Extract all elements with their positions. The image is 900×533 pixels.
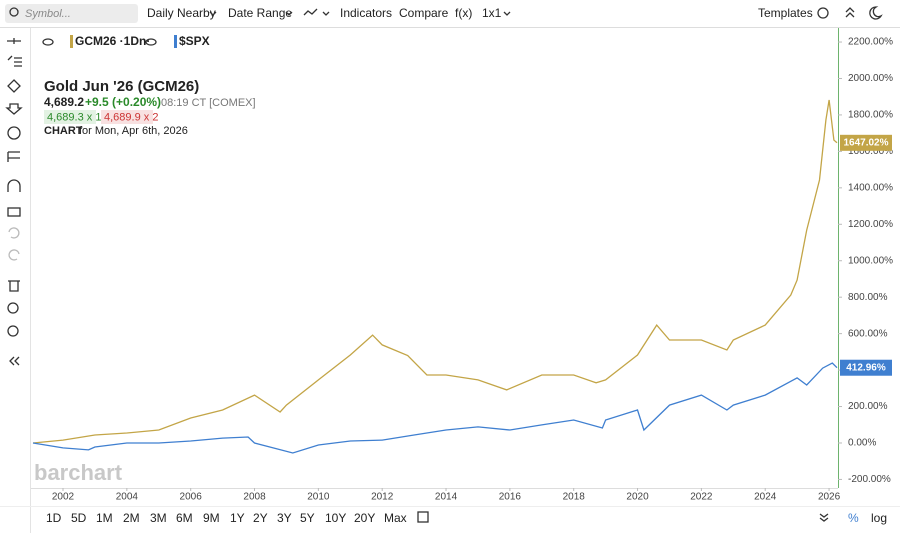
legend-swatch (70, 35, 73, 48)
y-tick-label: 800.00% (848, 292, 888, 303)
chart-date: for Mon, Apr 6th, 2026 (79, 125, 188, 137)
y-tick-label: 2200.00% (848, 37, 893, 48)
y-tick-label: 200.00% (848, 401, 888, 412)
zoom-out[interactable] (7, 325, 19, 337)
range-button[interactable]: 5D (71, 511, 87, 525)
instrument-title: Gold Jun '26 (GCM26) (44, 78, 199, 95)
range-button[interactable]: Max (384, 511, 407, 525)
chart-label: CHART (44, 125, 83, 137)
range-button[interactable]: 2M (123, 511, 140, 525)
x-tick-label: 2018 (563, 492, 586, 503)
settings-icon[interactable] (817, 7, 829, 19)
toolbar-item[interactable]: Daily Nearby (147, 6, 216, 20)
shape-tool[interactable] (7, 79, 21, 93)
expand-icon[interactable] (819, 513, 829, 522)
chart-type-icon[interactable] (303, 8, 318, 16)
ask: 4,689.9 x 2 (104, 111, 158, 123)
y-tick-label: -200.00% (848, 474, 891, 485)
eye-icon[interactable] (145, 38, 157, 46)
trend-tool[interactable] (7, 55, 22, 67)
left-toolbar (5, 38, 23, 366)
range-button[interactable]: 10Y (325, 511, 346, 525)
y-tick-label: 1000.00% (848, 255, 893, 266)
fib-tool[interactable] (7, 151, 20, 162)
toolbar-item[interactable]: Compare (399, 6, 449, 20)
collapse-icon[interactable] (845, 7, 855, 18)
dropdown-chevrons (209, 11, 511, 16)
range-button[interactable]: 20Y (354, 511, 375, 525)
crosshair-tool[interactable] (7, 38, 21, 44)
y-tick-label: 0.00% (848, 438, 876, 449)
range-button[interactable]: 3Y (277, 511, 292, 525)
range-button[interactable]: 3M (150, 511, 167, 525)
x-tick-label: 2020 (626, 492, 649, 503)
lock-tool[interactable] (7, 207, 21, 217)
bid: 4,689.3 x 1 (47, 111, 101, 123)
arrow-tool[interactable] (5, 103, 23, 115)
x-tick-label: 2008 (243, 492, 266, 503)
delete-tool[interactable] (8, 280, 20, 292)
range-button[interactable]: 1Y (230, 511, 245, 525)
zoom-in[interactable] (7, 302, 19, 314)
range-button[interactable]: 2Y (253, 511, 268, 525)
redo[interactable] (8, 249, 20, 261)
y-tick-label: 1800.00% (848, 110, 893, 121)
templates-button[interactable]: Templates (758, 6, 813, 20)
eye-icon[interactable] (42, 38, 54, 46)
range-button[interactable]: 6M (176, 511, 193, 525)
search-box[interactable] (5, 4, 138, 23)
magnet-tool[interactable] (7, 179, 21, 192)
x-tick-label: 2024 (754, 492, 777, 503)
x-tick-label: 2016 (499, 492, 522, 503)
range-button[interactable]: 1D (46, 511, 62, 525)
x-tick-label: 2026 (818, 492, 841, 503)
quote-time: 08:19 CT [COMEX] (161, 97, 256, 109)
last-price: 4,689.2 (44, 95, 84, 109)
legend-entry[interactable]: $SPX (179, 34, 210, 48)
ask-box (101, 110, 153, 124)
price-line (32, 99, 838, 444)
last-value-label: 412.96% (846, 362, 886, 373)
toolbar-item[interactable]: 1x1 (482, 6, 502, 20)
legend-swatch (174, 35, 177, 48)
range-button[interactable]: 5Y (300, 511, 315, 525)
last-value-label: 1647.02% (843, 137, 888, 148)
x-tick-label: 2022 (690, 492, 713, 503)
toolbar-item[interactable]: f(x) (455, 6, 472, 20)
range-button[interactable]: 1M (96, 511, 113, 525)
toolbar-item[interactable]: Indicators (340, 6, 392, 20)
undo[interactable] (8, 227, 20, 239)
last-value-box (840, 134, 892, 151)
price-change: +9.5 (+0.20%) (85, 95, 161, 109)
y-tick-label: 1600.00% (848, 146, 893, 157)
x-tick-label: 2006 (180, 492, 203, 503)
x-tick-label: 2002 (52, 492, 75, 503)
x-tick-label: 2012 (371, 492, 394, 503)
y-tick-label: 2000.00% (848, 73, 893, 84)
y-tick-label: 600.00% (848, 328, 888, 339)
watermark: barchart (34, 460, 123, 485)
scale-mode[interactable]: log (871, 511, 887, 525)
count-tool[interactable] (7, 126, 21, 140)
price-line (32, 362, 838, 454)
search-placeholder: Symbol... (25, 8, 71, 20)
theme-icon[interactable] (869, 6, 883, 20)
scale-mode[interactable]: % (848, 511, 859, 525)
collapse-left[interactable] (9, 356, 20, 366)
x-tick-label: 2014 (435, 492, 458, 503)
calendar-icon[interactable] (417, 511, 429, 523)
y-tick-label: 1200.00% (848, 219, 893, 230)
y-tick-label: 1400.00% (848, 182, 893, 193)
search-icon (9, 7, 19, 17)
last-value-box (840, 359, 892, 376)
toolbar-item[interactable]: Date Range (228, 6, 292, 20)
x-tick-label: 2010 (307, 492, 330, 503)
legend-entry[interactable]: GCM26 ·1Dn· (75, 34, 150, 48)
range-button[interactable]: 9M (203, 511, 220, 525)
x-tick-label: 2004 (116, 492, 139, 503)
bid-box (44, 110, 96, 124)
